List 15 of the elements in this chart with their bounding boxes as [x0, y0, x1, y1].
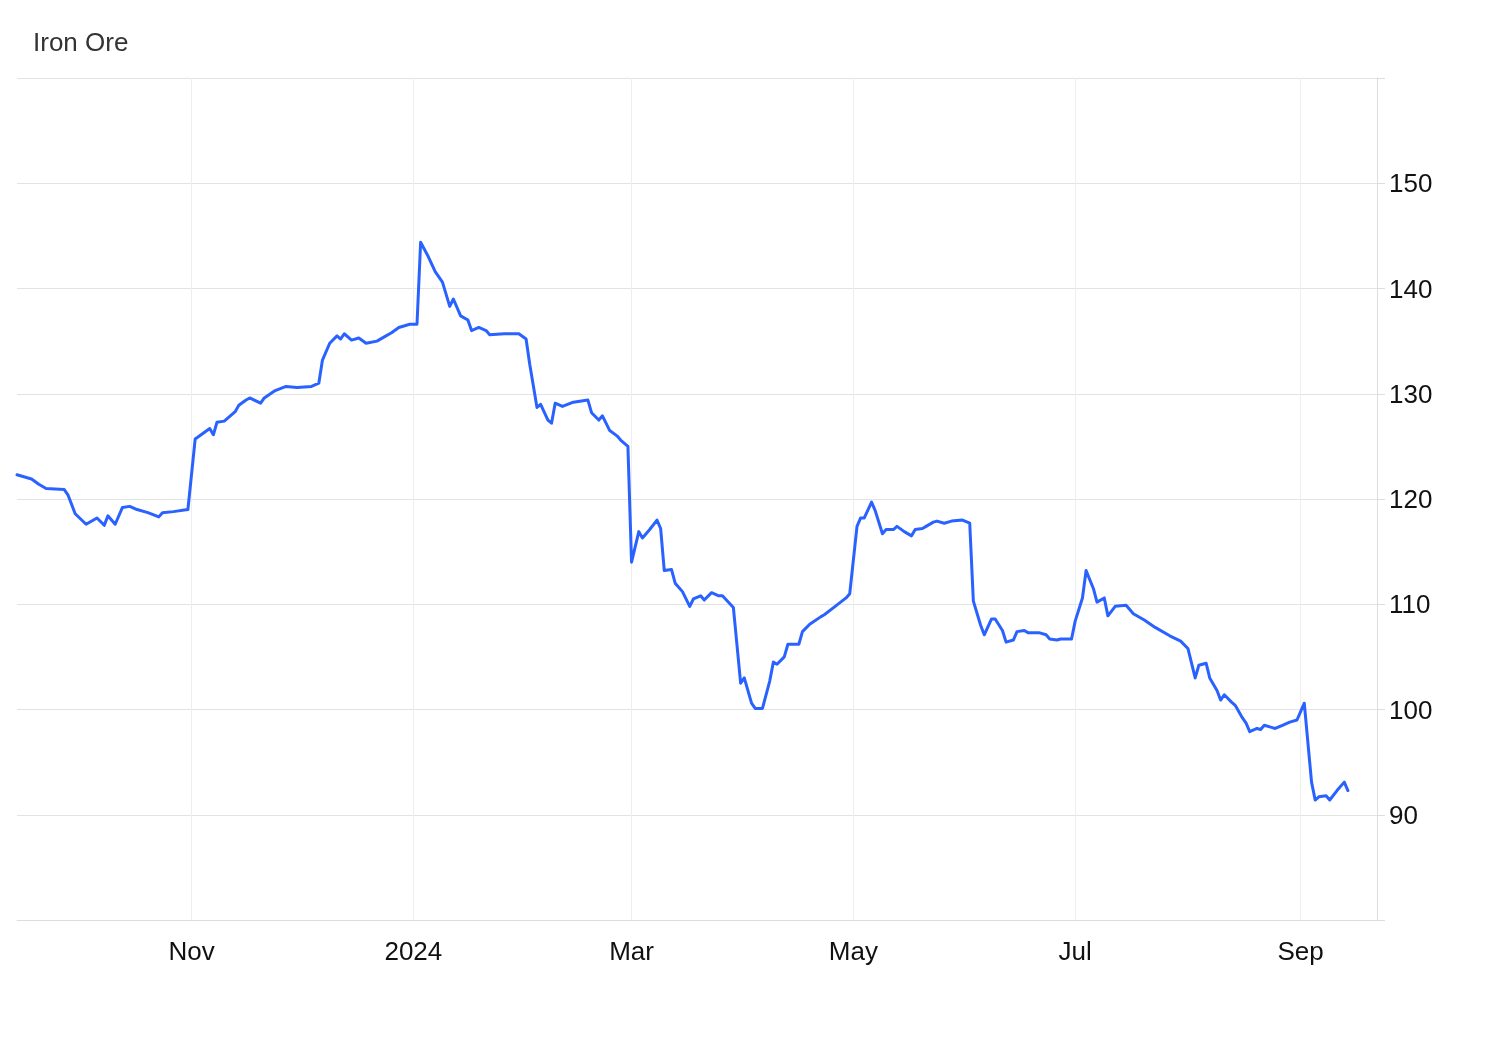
x-tick-label: Mar	[609, 936, 655, 966]
x-tick-label: Sep	[1277, 936, 1324, 966]
x-tick-label: May	[828, 936, 878, 966]
x-tick-label: Jul	[1058, 936, 1092, 966]
y-tick-label: 90	[1389, 799, 1418, 830]
chart-title: Iron Ore	[33, 27, 129, 57]
y-tick-label: 100	[1389, 694, 1433, 725]
y-tick-label: 140	[1389, 273, 1433, 304]
y-tick-label: 150	[1389, 168, 1433, 199]
line-series	[15, 240, 1350, 802]
x-tick-label: 2024	[384, 936, 443, 966]
y-tick-label: 110	[1389, 589, 1431, 620]
y-tick-label: 130	[1389, 378, 1433, 409]
y-tick-label: 120	[1389, 484, 1433, 514]
x-tick-label: Nov	[168, 936, 215, 966]
